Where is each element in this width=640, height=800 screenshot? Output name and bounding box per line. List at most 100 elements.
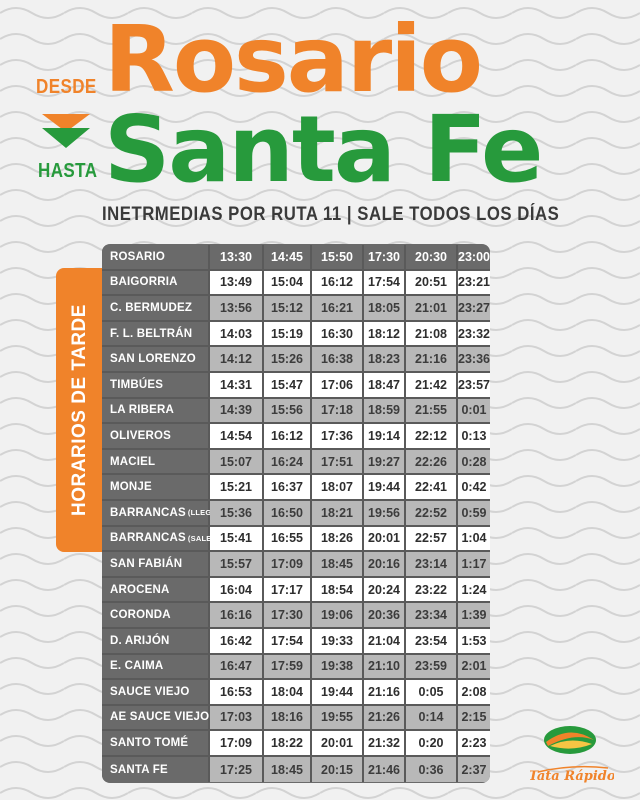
departure-time: 19:38	[312, 654, 364, 681]
departure-time: 1:39	[458, 603, 490, 629]
departure-time: 15:21	[210, 475, 264, 501]
departure-time: 22:41	[406, 475, 458, 501]
station-name: LA RIBERA	[102, 398, 210, 425]
station-name: BARRANCAS (SALE)	[102, 526, 214, 553]
station-name: AROCENA	[102, 577, 210, 604]
departure-time: 19:55	[312, 705, 364, 732]
departure-time: 16:50	[264, 500, 312, 527]
schedule-row: E. CAIMA 16:47 17:59 19:38 21:10 23:59 2:01	[102, 654, 490, 681]
departure-time: 21:08	[406, 321, 458, 348]
station-label: E. CAIMA	[110, 660, 164, 673]
afternoon-schedule-tab: HORARIOS DE TARDE	[56, 268, 104, 552]
departure-time: 17:30	[364, 245, 406, 271]
station-label: AE SAUCE VIEJO	[110, 711, 210, 724]
departure-time: 21:26	[364, 705, 406, 732]
departure-time: 15:47	[264, 372, 312, 399]
departure-time: 18:07	[312, 475, 364, 501]
departure-time: 2:37	[458, 756, 490, 783]
departure-time: 17:25	[210, 756, 264, 783]
station-note: (LLEGA)	[187, 508, 220, 518]
schedule-row: SANTO TOMÉ 17:09 18:22 20:01 21:32 0:20 2:23	[102, 731, 490, 757]
departure-time: 13:30	[210, 245, 264, 271]
departure-time: 23:14	[406, 552, 458, 578]
departure-time: 19:27	[364, 449, 406, 476]
header: DESDE HASTA Rosario Santa Fe INETRMEDIAS…	[0, 0, 640, 240]
departure-time: 15:57	[210, 552, 264, 578]
departure-time: 0:36	[406, 756, 458, 783]
departure-time: 17:09	[210, 731, 264, 757]
departure-time: 20:51	[406, 270, 458, 297]
departure-time: 15:19	[264, 321, 312, 348]
departure-time: 0:14	[406, 705, 458, 732]
departure-time: 23:59	[406, 654, 458, 681]
departure-time: 17:54	[264, 628, 312, 655]
station-label: LA RIBERA	[110, 404, 174, 417]
departure-time: 17:09	[264, 552, 312, 578]
station-label: SAN FABIÁN	[110, 557, 183, 570]
station-name: SANTO TOMÉ	[102, 731, 210, 757]
departure-time: 22:12	[406, 424, 458, 450]
departure-time: 20:01	[312, 731, 364, 757]
departure-time: 0:59	[458, 500, 490, 527]
departure-time: 20:15	[312, 756, 364, 783]
departure-time: 18:45	[264, 756, 312, 783]
departure-time: 17:36	[312, 424, 364, 450]
station-label: TIMBÚES	[110, 378, 164, 391]
station-name: SAN LORENZO	[102, 347, 210, 373]
departure-time: 23:21	[458, 270, 490, 297]
schedule-row: LA RIBERA 14:39 15:56 17:18 18:59 21:55 0:01	[102, 398, 490, 425]
departure-time: 20:24	[364, 577, 406, 604]
departure-time: 0:13	[458, 424, 490, 450]
departure-time: 18:45	[312, 552, 364, 578]
station-label: CORONDA	[110, 609, 171, 622]
departure-time: 21:16	[406, 347, 458, 373]
departure-time: 0:05	[406, 680, 458, 706]
schedule-table: ROSARIO 13:30 14:45 15:50 17:30 20:30 23:00 BAI…	[102, 244, 490, 784]
schedule-row: BARRANCAS (SALE) 15:41 16:55 18:26 20:01 22:57…	[102, 526, 490, 553]
schedule-row: OLIVEROS 14:54 16:12 17:36 19:14 22:12 0:13	[102, 424, 490, 450]
departure-time: 23:54	[406, 628, 458, 655]
departure-time: 19:06	[312, 603, 364, 629]
departure-time: 18:59	[364, 398, 406, 425]
departure-time: 14:45	[264, 245, 312, 271]
departure-time: 2:23	[458, 731, 490, 757]
departure-time: 15:36	[210, 500, 264, 527]
station-name: CORONDA	[102, 603, 210, 629]
station-note: (SALE)	[187, 533, 215, 543]
departure-time: 18:12	[364, 321, 406, 348]
departure-time: 14:54	[210, 424, 264, 450]
departure-time: 19:44	[312, 680, 364, 706]
station-name: F. L. BELTRÁN	[102, 321, 210, 348]
departure-time: 16:04	[210, 577, 264, 604]
departure-time: 2:15	[458, 705, 490, 732]
station-name: SAN FABIÁN	[102, 552, 210, 578]
departure-time: 17:17	[264, 577, 312, 604]
departure-time: 0:01	[458, 398, 490, 425]
departure-time: 18:23	[364, 347, 406, 373]
departure-time: 20:16	[364, 552, 406, 578]
departure-time: 16:24	[264, 449, 312, 476]
arrow-down-icon	[42, 114, 90, 148]
departure-time: 22:57	[406, 526, 458, 553]
station-label: BARRANCAS	[110, 532, 186, 545]
departure-time: 16:42	[210, 628, 264, 655]
departure-time: 17:59	[264, 654, 312, 681]
route-subtitle: INETRMEDIAS POR RUTA 11 | SALE TODOS LOS…	[102, 204, 560, 225]
departure-time: 23:34	[406, 603, 458, 629]
schedule-row: MACIEL 15:07 16:24 17:51 19:27 22:26 0:28	[102, 449, 490, 476]
schedule-row: AROCENA 16:04 17:17 18:54 20:24 23:22 1:24	[102, 577, 490, 604]
departure-time: 15:50	[312, 245, 364, 271]
station-label: SAN LORENZO	[110, 353, 196, 366]
departure-time: 15:12	[264, 296, 312, 322]
station-label: OLIVEROS	[110, 429, 172, 442]
departure-time: 15:41	[210, 526, 264, 553]
departure-time: 14:12	[210, 347, 264, 373]
departure-time: 14:31	[210, 372, 264, 399]
station-name: E. CAIMA	[102, 654, 210, 681]
departure-time: 22:26	[406, 449, 458, 476]
departure-time: 13:49	[210, 270, 264, 297]
station-name: MACIEL	[102, 449, 210, 476]
departure-time: 21:32	[364, 731, 406, 757]
station-name: TIMBÚES	[102, 372, 210, 399]
station-label: MONJE	[110, 481, 152, 494]
